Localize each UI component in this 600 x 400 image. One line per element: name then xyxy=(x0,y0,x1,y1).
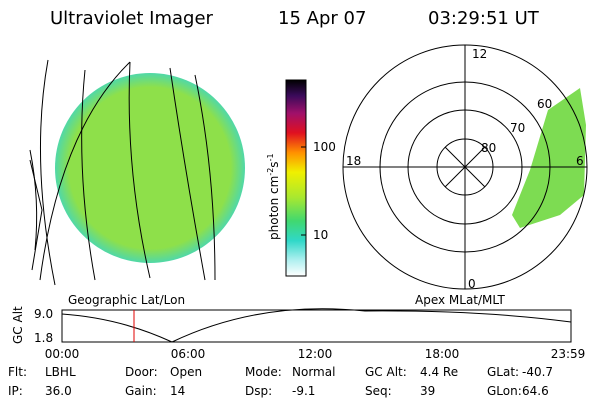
date: 15 Apr 07 xyxy=(278,8,366,29)
y-tick: 1.8 xyxy=(34,331,53,345)
status-value: Normal xyxy=(292,365,335,379)
status-label: IP: xyxy=(8,384,23,398)
x-tick: 00:00 xyxy=(45,347,80,361)
mlt-label: 12 xyxy=(472,47,487,61)
status-panel: Flt: LBHL Door: Open Mode: Normal GC Alt: 4.4 R… xyxy=(8,365,553,398)
mlt-label: 18 xyxy=(346,154,361,168)
title: Ultraviolet Imager xyxy=(50,8,214,29)
status-label: Flt: xyxy=(8,365,27,379)
status-value: LBHL xyxy=(45,365,76,379)
y-label: GC Alt xyxy=(11,306,25,344)
x-tick: 18:00 xyxy=(425,347,460,361)
x-tick: 06:00 xyxy=(171,347,206,361)
x-tick: 23:59 xyxy=(551,347,586,361)
status-value: 64.6 xyxy=(522,384,549,398)
status-label: GC Alt: xyxy=(365,365,407,379)
status-value: Open xyxy=(170,365,202,379)
status-label: Seq: xyxy=(365,384,392,398)
status-label: GLon: xyxy=(487,384,522,398)
caption: Geographic Lat/Lon xyxy=(68,293,185,307)
status-label: Door: xyxy=(125,365,158,379)
mlt-label: 0 xyxy=(468,277,476,291)
caption: Apex MLat/MLT xyxy=(415,293,505,307)
status-label: Dsp: xyxy=(245,384,272,398)
colorbar xyxy=(285,79,307,277)
status-value: 39 xyxy=(420,384,435,398)
altitude-plot: GC Alt 9.0 1.8 00:00 06:00 12:00 18:00 2… xyxy=(11,306,585,361)
mlat-label: 60 xyxy=(537,97,552,111)
y-tick: 9.0 xyxy=(34,307,53,321)
status-value: 14 xyxy=(170,384,185,398)
mlt-label: 6 xyxy=(576,154,584,168)
status-label: Mode: xyxy=(245,365,282,379)
x-tick: 12:00 xyxy=(298,347,333,361)
polar-plot: 12 18 6 0 60 70 80 xyxy=(342,44,588,291)
status-label: Gain: xyxy=(125,384,157,398)
status-value: -9.1 xyxy=(292,384,315,398)
image-panel xyxy=(29,59,245,286)
colorbar-unit: photon cm-2s-1 xyxy=(266,153,281,240)
status-value: 36.0 xyxy=(45,384,72,398)
colorbar-tick: 10 xyxy=(313,228,328,242)
colorbar-tick: 100 xyxy=(313,140,336,154)
status-label: GLat: xyxy=(487,365,519,379)
time: 03:29:51 UT xyxy=(428,8,540,29)
mlat-label: 80 xyxy=(481,141,496,155)
status-value: 4.4 Re xyxy=(420,365,458,379)
mlat-label: 70 xyxy=(510,121,525,135)
status-value: -40.7 xyxy=(522,365,553,379)
